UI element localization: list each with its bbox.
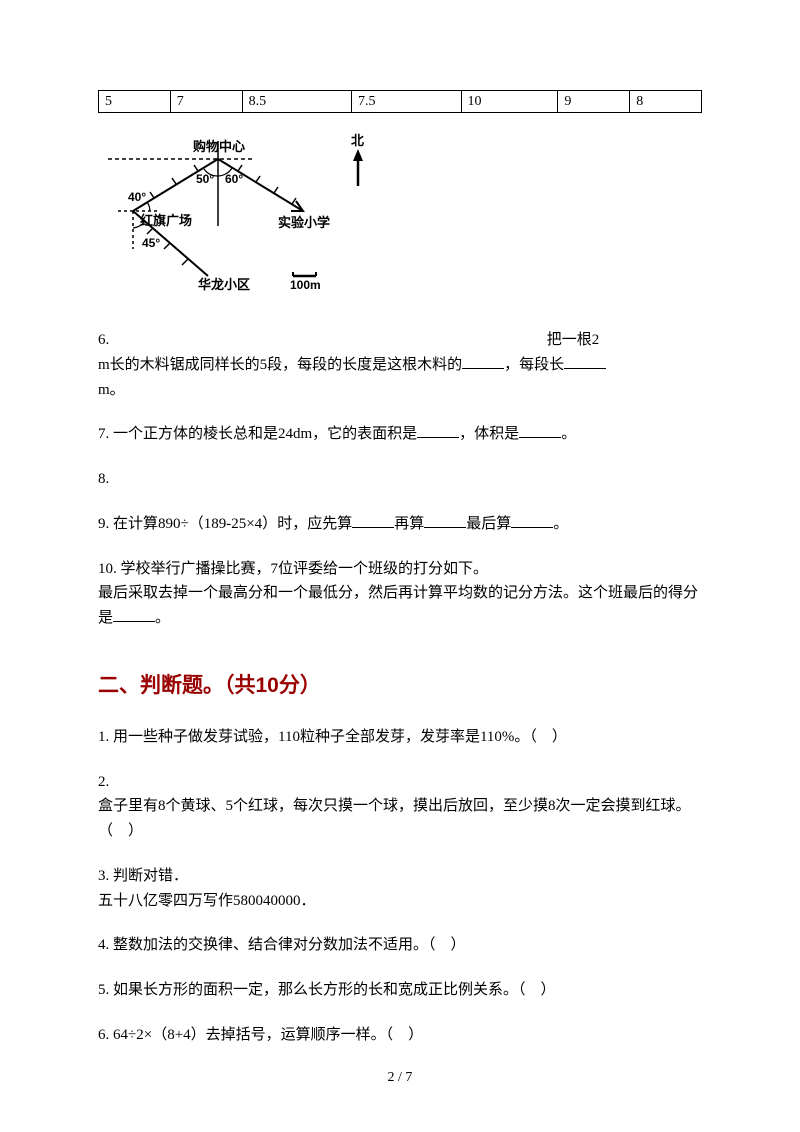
question-10: 10. 学校举行广播操比赛，7位评委给一个班级的打分如下。 最后采取去掉一个最高… <box>98 557 702 631</box>
q-num: 6. <box>98 1027 109 1043</box>
q-num: 9. <box>98 516 109 532</box>
judge-4: 4. 整数加法的交换律、结合律对分数加法不适用。（ ） <box>98 933 702 958</box>
q-text: m。 <box>98 382 125 398</box>
q-text: 一个正方体的棱长总和是24dm，它的表面积是 <box>113 426 417 442</box>
q-text: 五十八亿零四万写作580040000． <box>98 893 316 909</box>
q-num: 7. <box>98 426 109 442</box>
blank <box>511 513 553 528</box>
q-text: 盒子里有8个黄球、5个红球，每次只摸一个球，摸出后放回，至少摸8次一定会摸到红球… <box>98 798 691 839</box>
q-text: 。 <box>553 516 568 532</box>
page-content: 5 7 8.5 7.5 10 9 8 <box>0 0 800 1108</box>
label-scale: 100m <box>290 278 321 292</box>
q-num: 6. <box>98 332 109 348</box>
label-square: 红旗广场 <box>140 213 192 228</box>
q-num: 10. <box>98 561 117 577</box>
cell: 9 <box>558 91 630 113</box>
q-num: 8. <box>98 471 109 487</box>
cell: 7.5 <box>352 91 461 113</box>
q-text: 如果长方形的面积一定，那么长方形的长和宽成正比例关系。（ ） <box>113 982 556 998</box>
q-text: ，每段长 <box>504 357 564 373</box>
q-num: 1. <box>98 729 109 745</box>
blank <box>113 607 155 622</box>
blank <box>564 354 606 369</box>
q-text: ，体积是 <box>459 426 519 442</box>
q-text: 64÷2×（8+4）去掉括号，运算顺序一样。（ ） <box>113 1027 423 1043</box>
question-6: 6. 把一根2 m长的木料锯成同样长的5段，每段的长度是这根木料的 ，每段长 m。 <box>98 328 702 402</box>
q-text: 最后采取去掉一个最高分和一个最低分，然后再计算平均数的记分方法。这个班最后的得分… <box>98 585 698 626</box>
q-num: 3. <box>98 868 109 884</box>
blank <box>352 513 394 528</box>
diagram-svg: 购物中心 北 实验小学 红旗广场 华龙小区 100m 50° 60° 40° 4… <box>98 131 398 301</box>
section-2-heading: 二、判断题。（共10分） <box>98 669 702 699</box>
blank <box>519 423 561 438</box>
judge-5: 5. 如果长方形的面积一定，那么长方形的长和宽成正比例关系。（ ） <box>98 978 702 1003</box>
blank <box>462 354 504 369</box>
cell: 8 <box>630 91 702 113</box>
question-8: 8. <box>98 467 702 492</box>
q-text: 用一些种子做发芽试验，110粒种子全部发芽，发芽率是110%。（ ） <box>113 729 567 745</box>
judge-6: 6. 64÷2×（8+4）去掉括号，运算顺序一样。（ ） <box>98 1023 702 1048</box>
q-num: 2. <box>98 774 109 790</box>
q-text: 整数加法的交换律、结合律对分数加法不适用。（ ） <box>113 937 466 953</box>
judge-3: 3. 判断对错． 五十八亿零四万写作580040000． <box>98 864 702 914</box>
q-text: 。 <box>155 610 170 626</box>
q-text: 在计算890÷（189-25×4）时，应先算 <box>113 516 352 532</box>
q-text: 判断对错． <box>113 868 188 884</box>
label-north: 北 <box>351 133 364 148</box>
angle-50: 50° <box>196 172 214 186</box>
q-text: m长的木料锯成同样长的5段，每段的长度是这根木料的 <box>98 357 462 373</box>
angle-60: 60° <box>225 172 243 186</box>
page-footer: 2 / 7 <box>0 1070 800 1086</box>
label-shopping: 购物中心 <box>193 139 245 154</box>
blank <box>424 513 466 528</box>
angle-40: 40° <box>128 190 146 204</box>
label-community: 华龙小区 <box>198 277 250 292</box>
cell: 7 <box>170 91 242 113</box>
table-row: 5 7 8.5 7.5 10 9 8 <box>99 91 702 113</box>
map-diagram: 购物中心 北 实验小学 红旗广场 华龙小区 100m 50° 60° 40° 4… <box>98 131 702 306</box>
q-text: 。 <box>561 426 576 442</box>
angle-45: 45° <box>142 236 160 250</box>
q-text: 最后算 <box>466 516 511 532</box>
cell: 8.5 <box>242 91 351 113</box>
q-text: 再算 <box>394 516 424 532</box>
q-text: 学校举行广播操比赛，7位评委给一个班级的打分如下。 <box>121 561 489 577</box>
judge-1: 1. 用一些种子做发芽试验，110粒种子全部发芽，发芽率是110%。（ ） <box>98 725 702 750</box>
question-9: 9. 在计算890÷（189-25×4）时，应先算 再算 最后算 。 <box>98 512 702 537</box>
question-7: 7. 一个正方体的棱长总和是24dm，它的表面积是 ，体积是 。 <box>98 422 702 447</box>
q-num: 5. <box>98 982 109 998</box>
blank <box>417 423 459 438</box>
q-text: 把一根2 <box>547 332 600 348</box>
q-num: 4. <box>98 937 109 953</box>
score-table: 5 7 8.5 7.5 10 9 8 <box>98 90 702 113</box>
cell: 10 <box>461 91 558 113</box>
label-school: 实验小学 <box>278 215 330 230</box>
cell: 5 <box>99 91 171 113</box>
judge-2: 2. 盒子里有8个黄球、5个红球，每次只摸一个球，摸出后放回，至少摸8次一定会摸… <box>98 770 702 844</box>
